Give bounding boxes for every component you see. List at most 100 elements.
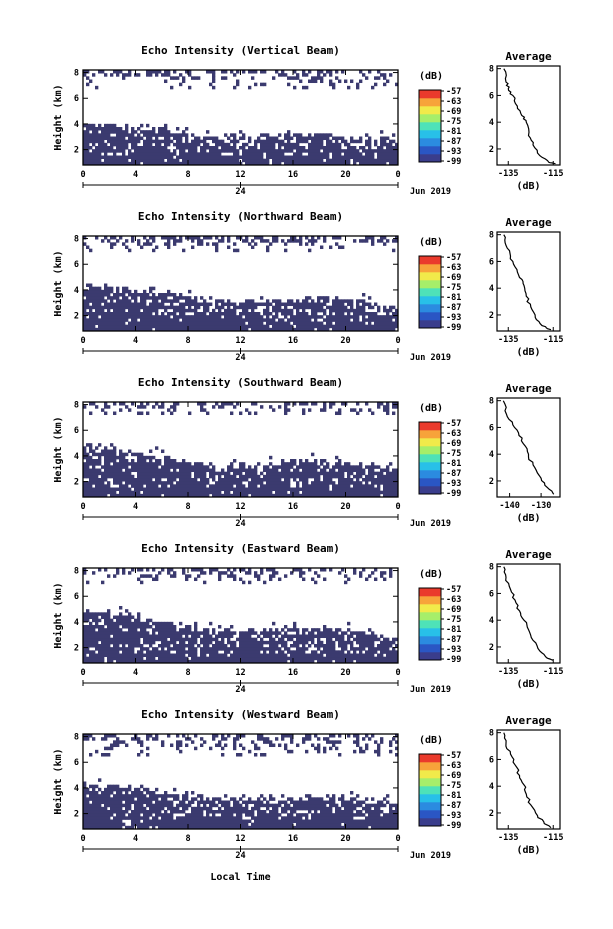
- heatmap-cell: [272, 136, 276, 141]
- heatmap-cell: [317, 656, 321, 661]
- heatmap-cell: [305, 647, 309, 651]
- heatmap-cell: [125, 327, 129, 332]
- heatmap-cell: [254, 324, 258, 329]
- heatmap-cell: [86, 321, 90, 326]
- heatmap-cell: [326, 471, 330, 476]
- heatmap-cell: [98, 568, 102, 572]
- heatmap-cell: [260, 659, 264, 664]
- heatmap-cell: [89, 734, 93, 738]
- profile-y-tick-label: 2: [489, 643, 494, 653]
- heatmap-cell: [92, 816, 96, 820]
- heatmap-cell: [101, 737, 105, 741]
- heatmap-cell: [158, 293, 162, 297]
- heatmap-cell: [302, 640, 306, 645]
- heatmap-cell: [167, 408, 171, 412]
- heatmap-cell: [122, 465, 126, 469]
- heatmap-cell: [389, 139, 393, 144]
- heatmap-cell: [233, 659, 237, 664]
- heatmap-cell: [98, 653, 102, 658]
- heatmap-cell: [323, 146, 327, 150]
- heatmap-cell: [152, 318, 156, 322]
- heatmap-cell: [107, 734, 111, 738]
- heatmap-cell: [89, 478, 93, 482]
- heatmap-cell: [149, 493, 153, 498]
- heatmap-cell: [173, 296, 177, 300]
- heatmap-cell: [323, 296, 327, 300]
- heatmap-cell: [191, 76, 195, 80]
- heatmap-cell: [188, 490, 192, 495]
- heatmap-cell: [122, 637, 126, 642]
- heatmap-cell: [242, 321, 246, 326]
- y-tick-label: 2: [74, 644, 79, 654]
- heatmap-cell: [188, 465, 192, 469]
- heatmap-cell: [125, 637, 129, 642]
- heatmap-cell: [320, 468, 324, 473]
- heatmap-cell: [299, 158, 303, 163]
- heatmap-cell: [206, 637, 210, 642]
- heatmap-cell: [251, 487, 255, 492]
- heatmap-cell: [272, 299, 276, 303]
- heatmap-cell: [167, 568, 171, 572]
- heatmap-cell: [395, 490, 399, 495]
- heatmap-cell: [89, 136, 93, 141]
- heatmap-cell: [209, 70, 213, 74]
- heatmap-cell: [371, 305, 375, 310]
- heatmap-cell: [233, 478, 237, 482]
- heatmap-cell: [98, 133, 102, 137]
- heatmap-cell: [230, 625, 234, 629]
- heatmap-cell: [116, 478, 120, 482]
- heatmap-cell: [212, 158, 216, 163]
- heatmap-cell: [158, 471, 162, 476]
- heatmap-cell: [83, 791, 87, 795]
- heatmap-cell: [338, 411, 342, 416]
- heatmap-cell: [119, 478, 123, 482]
- heatmap-cell: [269, 631, 273, 635]
- heatmap-cell: [314, 312, 318, 316]
- heatmap-cell: [362, 73, 366, 77]
- heatmap-cell: [182, 79, 186, 84]
- heatmap-cell: [191, 161, 195, 166]
- heatmap-cell: [83, 312, 87, 316]
- heatmap-cell: [236, 481, 240, 485]
- heatmap-cell: [98, 797, 102, 801]
- heatmap-cell: [149, 659, 153, 664]
- heatmap-cell: [116, 324, 120, 329]
- heatmap-cell: [227, 305, 231, 310]
- heatmap-cell: [167, 321, 171, 326]
- heatmap-cell: [302, 462, 306, 466]
- heatmap-cell: [152, 474, 156, 479]
- heatmap-cell: [341, 299, 345, 303]
- heatmap-cell: [239, 318, 243, 322]
- heatmap-cell: [203, 478, 207, 482]
- heatmap-cell: [92, 478, 96, 482]
- heatmap-cell: [119, 236, 123, 240]
- heatmap-cell: [212, 490, 216, 495]
- heatmap-cell: [302, 299, 306, 303]
- heatmap-cell: [176, 139, 180, 144]
- heatmap-cell: [365, 637, 369, 642]
- heatmap-cell: [245, 634, 249, 639]
- heatmap-cell: [320, 315, 324, 319]
- heatmap-cell: [287, 312, 291, 316]
- heatmap-cell: [83, 146, 87, 150]
- heatmap-cell: [131, 490, 135, 495]
- heatmap-cell: [143, 640, 147, 645]
- heatmap-cell: [170, 574, 174, 578]
- heatmap-cell: [176, 653, 180, 658]
- heatmap-cell: [329, 481, 333, 485]
- heatmap-cell: [317, 574, 321, 578]
- heatmap-cell: [248, 490, 252, 495]
- heatmap-cell: [203, 236, 207, 240]
- heatmap-cell: [83, 446, 87, 450]
- heatmap-cell: [89, 487, 93, 492]
- heatmap-cell: [386, 408, 390, 412]
- heatmap-cell: [278, 318, 282, 322]
- heatmap-cell: [317, 644, 321, 648]
- x-tick-label: 0: [80, 336, 85, 346]
- heatmap-cell: [215, 248, 219, 253]
- heatmap-cell: [179, 481, 183, 485]
- heatmap-cell: [284, 155, 288, 160]
- heatmap-cell: [305, 73, 309, 77]
- heatmap-cell: [200, 405, 204, 409]
- heatmap-cell: [143, 146, 147, 150]
